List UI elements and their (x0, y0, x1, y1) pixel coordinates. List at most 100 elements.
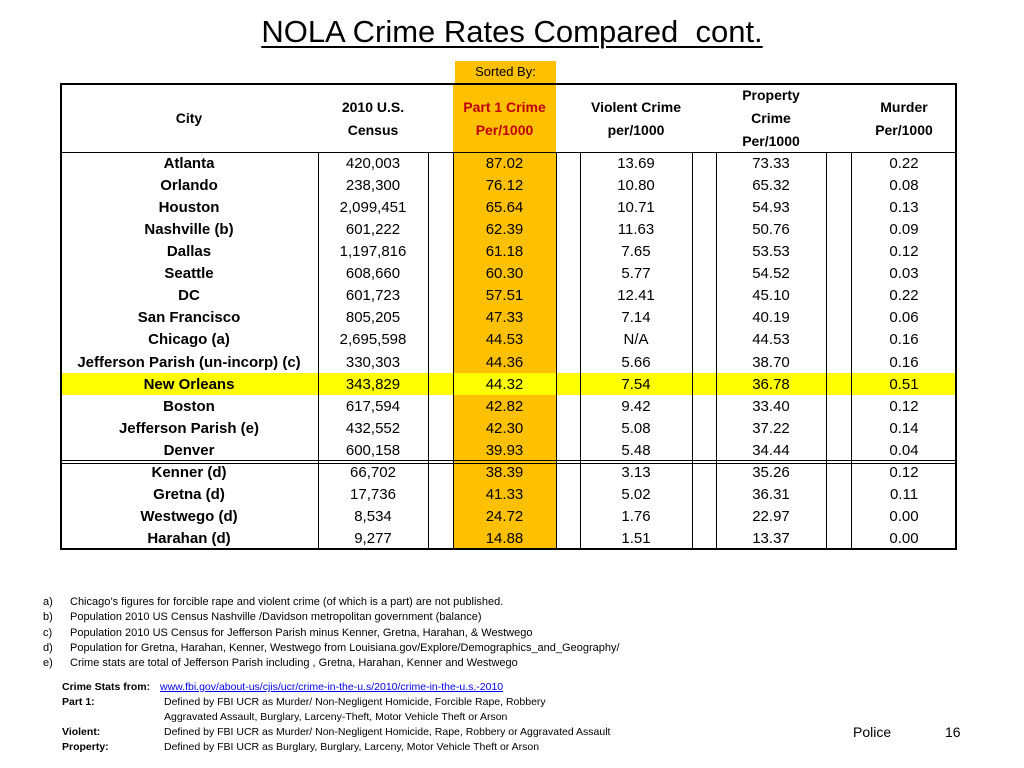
table-cell: 62.39 (485, 220, 524, 238)
table-cell: San Francisco (137, 309, 241, 327)
table-cell: 57.51 (485, 287, 524, 305)
column-header: City (175, 110, 203, 126)
table-cell: 35.26 (752, 464, 790, 482)
table-cell: 66,702 (350, 464, 396, 482)
table-cell: 73.33 (752, 154, 790, 172)
table-cell: Orlando (160, 176, 218, 194)
table-cell: 8,534 (354, 508, 392, 526)
table-cell: 13.37 (752, 530, 790, 548)
table-cell: 54.93 (752, 198, 790, 216)
table-cell: 0.12 (889, 397, 919, 415)
column-header: Murder (880, 98, 928, 115)
sort-label: Sorted By: (455, 61, 556, 83)
footnote-marker: e) (43, 657, 53, 670)
footnote-text: Crime stats are total of Jefferson Paris… (70, 657, 518, 670)
table-cell: 9,277 (354, 530, 392, 548)
table-cell: 617,594 (345, 397, 401, 415)
table-cell: 17,736 (350, 486, 396, 504)
table-cell: 44.32 (485, 375, 524, 393)
footer-section: Police (853, 724, 892, 740)
column-header: Property (742, 87, 800, 103)
table-cell: 0.09 (889, 220, 919, 238)
column-header: Per/1000 (875, 121, 933, 138)
table-cell: Dallas (166, 242, 212, 260)
table-cell: 0.12 (889, 242, 919, 260)
table-cell: 53.53 (752, 242, 790, 260)
table-cell: 5.77 (621, 265, 651, 283)
definition-text: Defined by FBI UCR as Murder/ Non-Neglig… (164, 696, 546, 708)
table-cell: 39.93 (485, 441, 524, 459)
table-cell: New Orleans (143, 375, 235, 393)
column-rule (318, 152, 319, 550)
table-cell: 0.00 (889, 508, 919, 526)
table-cell: Kenner (d) (151, 464, 227, 482)
table (60, 83, 957, 550)
table-cell: 330,303 (345, 353, 401, 371)
footnote-text: Chicago’s figures for forcible rape and … (70, 596, 504, 608)
column-header: 2010 U.S. (341, 98, 405, 115)
definition-text: Defined by FBI UCR as Murder/ Non-Neglig… (164, 726, 611, 738)
definition-text: Aggravated Assault, Burglary, Larceny-Th… (164, 711, 508, 723)
footnote-marker: c) (43, 626, 53, 639)
column-rule (453, 152, 454, 550)
source-link[interactable]: www.fbi.gov/about-us/cjis/ucr/crime-in-t… (160, 681, 504, 693)
table-cell: 12.41 (617, 287, 655, 305)
page-number: 16 (945, 724, 961, 740)
double-rule (60, 459, 957, 461)
table-cell: 238,300 (345, 176, 401, 194)
highlight-row-bg (60, 373, 957, 396)
table-cell: 7.14 (621, 309, 651, 327)
table-cell: 54.52 (752, 265, 790, 283)
column-rule (580, 152, 581, 550)
table-cell: 33.40 (752, 397, 790, 415)
table-cell: 11.63 (617, 220, 655, 238)
table-cell: 76.12 (485, 176, 524, 194)
table-cell: 0.22 (889, 154, 919, 172)
footnote-text: Population 2010 US Census Nashville /Dav… (70, 611, 482, 624)
header-rule (60, 152, 957, 153)
table-cell: 0.04 (889, 441, 919, 459)
table-cell: 9.42 (621, 397, 651, 415)
table-cell: 7.54 (621, 375, 651, 393)
table-cell: 36.78 (752, 375, 790, 393)
table-cell: Atlanta (163, 154, 215, 172)
column-rule (826, 152, 827, 550)
table-cell: Jefferson Parish (e) (118, 419, 260, 437)
table-cell: 87.02 (485, 154, 524, 172)
definition-label: Property: (62, 741, 109, 753)
table-cell: 0.11 (889, 486, 919, 504)
table-cell: 44.53 (752, 331, 790, 349)
footnote-marker: b) (43, 611, 53, 624)
table-cell: 343,829 (345, 375, 401, 393)
table-cell: 2,695,598 (339, 331, 407, 349)
table-cell: 10.80 (617, 176, 655, 194)
column-header: Part 1 Crime (463, 98, 546, 115)
table-cell: N/A (623, 331, 649, 349)
table-cell: 601,723 (345, 287, 401, 305)
table-cell: 805,205 (345, 309, 401, 327)
table-cell: 44.53 (485, 331, 524, 349)
table-cell: 420,003 (345, 154, 401, 172)
table-cell: 42.82 (485, 397, 524, 415)
table-cell: 36.31 (752, 486, 790, 504)
column-header: Census (347, 121, 399, 138)
table-cell: 0.16 (889, 353, 919, 371)
table-cell: 47.33 (485, 309, 524, 327)
column-rule (716, 152, 717, 550)
definition-label: Part 1: (62, 696, 95, 708)
table-cell: 65.32 (752, 176, 790, 194)
table-cell: 2,099,451 (339, 198, 407, 216)
definition-label: Violent: (62, 726, 101, 738)
column-header: Violent Crime (591, 98, 681, 115)
table-cell: Denver (163, 441, 215, 459)
table-cell: 432,552 (345, 419, 401, 437)
table-cell: 37.22 (752, 419, 790, 437)
table-cell: 10.71 (617, 198, 655, 216)
table-cell: 41.33 (485, 486, 524, 504)
table-cell: Nashville (b) (144, 220, 234, 238)
double-rule (60, 462, 957, 464)
table-cell: Gretna (d) (153, 486, 225, 504)
table-cell: 61.18 (485, 242, 524, 260)
table-cell: 14.88 (485, 530, 524, 548)
